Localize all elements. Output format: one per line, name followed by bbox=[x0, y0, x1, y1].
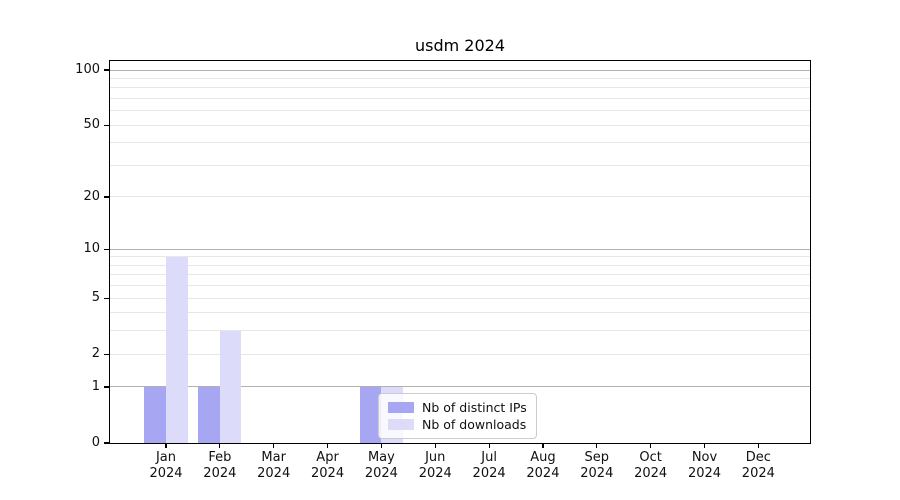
x-tick-label-sep: Sep 2024 bbox=[565, 450, 629, 481]
x-tick-year: 2024 bbox=[634, 465, 668, 481]
x-tick-label-nov: Nov 2024 bbox=[673, 450, 737, 481]
x-tick-label-jan: Jan 2024 bbox=[134, 450, 198, 481]
legend-label-distinct-ips: Nb of distinct IPs bbox=[422, 400, 527, 415]
x-tick-month: Sep bbox=[584, 450, 610, 465]
x-tick-year: 2024 bbox=[526, 465, 560, 481]
gridline-minor bbox=[110, 110, 810, 112]
y-tick-mark bbox=[104, 442, 110, 444]
y-tick-mark bbox=[104, 297, 110, 299]
y-tick-mark bbox=[104, 353, 110, 355]
y-tick-mark bbox=[104, 248, 110, 250]
x-tick-month: Jan bbox=[155, 450, 177, 465]
x-tick-year: 2024 bbox=[580, 465, 614, 481]
gridline-minor bbox=[110, 274, 810, 276]
bar-downloads-jan bbox=[166, 256, 188, 443]
x-tick-month: Aug bbox=[530, 450, 556, 465]
legend-swatch-distinct-ips bbox=[388, 402, 414, 413]
gridline-minor bbox=[110, 98, 810, 100]
x-tick-month: May bbox=[367, 450, 395, 465]
x-tick-month: Oct bbox=[639, 450, 662, 465]
bar-distinct-ips-may bbox=[359, 386, 382, 443]
x-tick-mark bbox=[542, 443, 544, 448]
x-tick-label-dec: Dec 2024 bbox=[726, 450, 790, 481]
x-tick-label-oct: Oct 2024 bbox=[619, 450, 683, 481]
gridline-minor bbox=[110, 353, 810, 355]
x-tick-year: 2024 bbox=[687, 465, 722, 481]
gridline-minor bbox=[110, 256, 810, 258]
x-tick-mark bbox=[650, 443, 652, 448]
x-tick-mark bbox=[703, 443, 706, 448]
x-tick-month: Apr bbox=[316, 450, 339, 465]
gridline-minor bbox=[110, 196, 810, 198]
x-tick-month: Mar bbox=[261, 450, 286, 465]
x-tick-mark bbox=[165, 443, 167, 448]
x-tick-mark bbox=[273, 443, 275, 448]
y-tick-label: 100 bbox=[75, 62, 100, 78]
x-tick-month: Dec bbox=[745, 450, 771, 465]
legend: Nb of distinct IPs Nb of downloads bbox=[378, 393, 537, 439]
x-tick-year: 2024 bbox=[364, 465, 398, 481]
y-tick-mark bbox=[104, 196, 110, 198]
y-tick-label: 2 bbox=[91, 346, 100, 362]
x-tick-label-jun: Jun 2024 bbox=[403, 450, 467, 481]
y-tick-label: 0 bbox=[91, 435, 100, 450]
x-tick-label-jul: Jul 2024 bbox=[457, 450, 521, 481]
y-tick-label: 10 bbox=[83, 241, 100, 257]
gridline-minor bbox=[110, 124, 810, 126]
legend-label-downloads: Nb of downloads bbox=[422, 417, 527, 432]
chart-title: usdm 2024 bbox=[414, 36, 506, 55]
x-tick-month: Feb bbox=[208, 450, 232, 465]
x-tick-year: 2024 bbox=[149, 465, 183, 481]
legend-entry-downloads: Nb of downloads bbox=[388, 416, 527, 433]
y-tick-label: 50 bbox=[83, 117, 100, 133]
x-tick-mark bbox=[380, 443, 382, 448]
x-tick-mark bbox=[219, 443, 221, 448]
x-tick-mark bbox=[488, 443, 490, 448]
bar-downloads-feb bbox=[219, 330, 242, 443]
bar-distinct-ips-jan bbox=[144, 386, 166, 443]
x-tick-year: 2024 bbox=[203, 465, 237, 481]
gridline-minor bbox=[110, 264, 810, 266]
gridline-minor bbox=[110, 330, 810, 332]
x-tick-label-mar: Mar 2024 bbox=[242, 450, 306, 481]
gridline-minor bbox=[110, 285, 810, 287]
gridline-major bbox=[110, 248, 810, 250]
y-tick-mark bbox=[104, 124, 110, 126]
x-tick-month: Jun bbox=[425, 450, 446, 465]
gridline-major bbox=[110, 69, 810, 71]
legend-entry-distinct-ips: Nb of distinct IPs bbox=[388, 399, 527, 416]
x-tick-label-feb: Feb 2024 bbox=[188, 450, 252, 481]
y-tick-mark bbox=[104, 69, 110, 71]
x-tick-month: Jul bbox=[481, 450, 497, 465]
x-tick-year: 2024 bbox=[311, 465, 345, 481]
x-tick-label-apr: Apr 2024 bbox=[296, 450, 360, 481]
legend-swatch-downloads bbox=[388, 419, 414, 430]
gridline-minor bbox=[110, 87, 810, 89]
bar-distinct-ips-feb bbox=[198, 386, 220, 443]
x-tick-year: 2024 bbox=[418, 465, 452, 481]
x-tick-year: 2024 bbox=[257, 465, 291, 481]
x-tick-mark bbox=[757, 443, 759, 448]
x-tick-mark bbox=[434, 443, 436, 448]
x-tick-label-may: May 2024 bbox=[349, 450, 413, 481]
x-tick-month: Nov bbox=[691, 450, 718, 465]
x-tick-mark bbox=[596, 443, 598, 448]
x-tick-label-aug: Aug 2024 bbox=[511, 450, 575, 481]
x-tick-year: 2024 bbox=[741, 465, 775, 481]
x-tick-mark bbox=[326, 443, 329, 448]
gridline-major bbox=[110, 386, 810, 388]
y-tick-label: 5 bbox=[91, 290, 100, 306]
y-tick-label: 1 bbox=[91, 378, 100, 394]
gridline-minor bbox=[110, 165, 810, 166]
x-tick-year: 2024 bbox=[472, 465, 506, 481]
gridline-minor bbox=[110, 297, 810, 299]
gridline-minor bbox=[110, 312, 810, 314]
y-tick-mark bbox=[104, 386, 110, 388]
y-tick-label: 20 bbox=[83, 188, 100, 204]
gridline-minor bbox=[110, 142, 810, 144]
gridline-minor bbox=[110, 77, 810, 79]
